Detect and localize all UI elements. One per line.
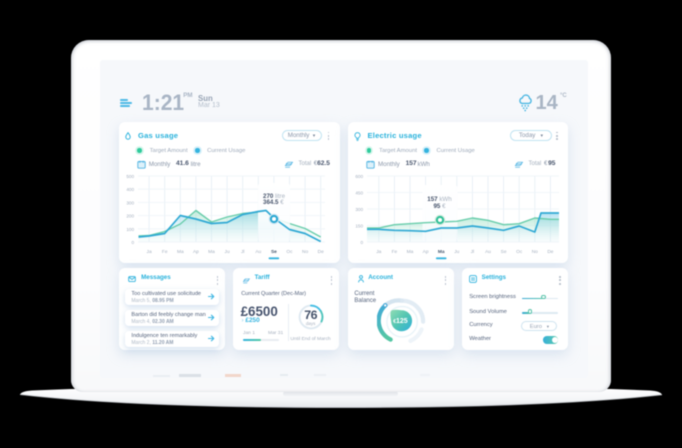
- svg-text:400: 400: [126, 187, 134, 192]
- svg-text:450: 450: [355, 191, 363, 196]
- svg-text:Fe: Fe: [161, 249, 167, 255]
- svg-text:Fe: Fe: [391, 249, 397, 255]
- svg-text:De: De: [317, 249, 323, 255]
- svg-text:300: 300: [126, 200, 134, 205]
- svg-text:No: No: [531, 249, 537, 255]
- svg-text:No: No: [302, 249, 308, 255]
- svg-text:Ap: Ap: [192, 249, 198, 255]
- svg-text:Ja: Ja: [376, 249, 381, 255]
- svg-text:Oc: Oc: [286, 249, 293, 255]
- svg-text:Jl: Jl: [470, 249, 473, 255]
- svg-text:Ja: Ja: [146, 249, 151, 255]
- svg-text:Ma: Ma: [437, 249, 444, 255]
- svg-text:Au: Au: [255, 249, 261, 255]
- svg-text:500: 500: [126, 174, 134, 179]
- svg-text:Oc: Oc: [516, 249, 523, 255]
- svg-text:Ma: Ma: [406, 249, 413, 255]
- svg-text:Ma: Ma: [208, 249, 215, 255]
- svg-text:Jl: Jl: [240, 249, 243, 255]
- svg-text:0: 0: [131, 240, 134, 245]
- svg-text:600: 600: [355, 174, 363, 179]
- svg-text:Ap: Ap: [422, 249, 428, 255]
- svg-text:300: 300: [355, 207, 363, 212]
- svg-text:Ma: Ma: [176, 249, 183, 255]
- svg-text:200: 200: [126, 214, 134, 219]
- svg-text:0: 0: [360, 240, 363, 245]
- svg-text:Ju: Ju: [454, 249, 459, 255]
- svg-text:150: 150: [355, 224, 363, 229]
- svg-text:Se: Se: [270, 249, 276, 255]
- svg-text:Ju: Ju: [224, 249, 229, 255]
- svg-text:100: 100: [126, 227, 134, 232]
- svg-text:Se: Se: [500, 249, 506, 255]
- svg-text:De: De: [547, 249, 553, 255]
- svg-text:Au: Au: [485, 249, 491, 255]
